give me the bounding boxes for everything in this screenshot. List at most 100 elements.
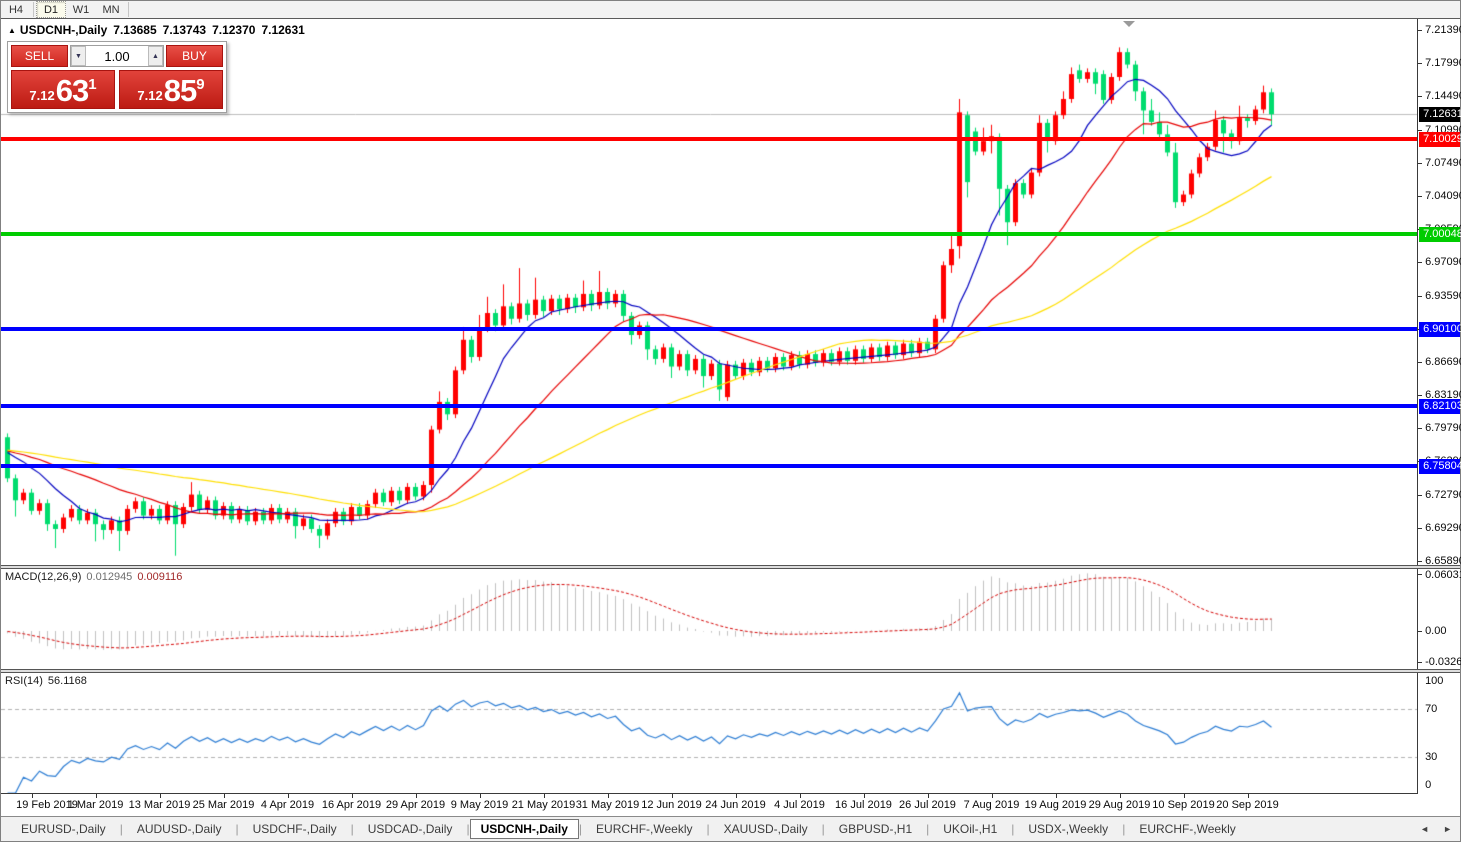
macd-axis: 0.060317 0.00 -0.032648 xyxy=(1418,569,1461,669)
volume-increase-button[interactable]: ▲ xyxy=(148,46,163,66)
tab-separator: | xyxy=(1122,822,1126,836)
symbol-period-label: USDCNH-,Daily xyxy=(19,23,108,37)
rsi-title: RSI(14) xyxy=(5,675,43,687)
price-tick xyxy=(1418,295,1423,297)
time-tick-label: 1 Mar 2019 xyxy=(67,799,124,811)
rsi-tick-label: 0 xyxy=(1425,779,1432,791)
timeframe-button-d1[interactable]: D1 xyxy=(36,1,66,18)
volume-input[interactable]: 1.00 xyxy=(104,48,130,64)
sell-button[interactable]: SELL xyxy=(11,45,68,67)
time-tick-label: 10 Sep 2019 xyxy=(1152,799,1215,811)
time-tick xyxy=(159,794,161,798)
time-tick xyxy=(351,794,353,798)
macd-pane[interactable]: MACD(12,26,9) 0.012945 0.009116 xyxy=(1,569,1419,669)
chart-tab-usdchf-daily[interactable]: USDCHF-,Daily xyxy=(252,822,337,836)
time-axis[interactable]: 19 Feb 2019 1 Mar 2019 13 Mar 2019 25 Mar 2… xyxy=(1,793,1419,818)
volume-decrease-button[interactable]: ▼ xyxy=(71,46,86,66)
sell-price-prefix: 7.12 xyxy=(29,88,55,103)
price-tick xyxy=(1418,427,1423,429)
main-chart-pane[interactable]: ▲ USDCNH-,Daily 7.13685 7.13743 7.12370 7.126… xyxy=(1,19,1419,565)
tab-separator: | xyxy=(235,822,239,836)
buy-price-box[interactable]: 7.12 85 9 xyxy=(119,70,223,109)
sell-price-pip: 1 xyxy=(88,76,97,93)
time-tick-label: 19 Aug 2019 xyxy=(1024,799,1087,811)
chart-shift-marker-icon[interactable] xyxy=(1123,21,1135,27)
price-tick xyxy=(1418,494,1423,496)
price-tick xyxy=(1418,262,1423,264)
price-tick-label: 7.04090 xyxy=(1425,189,1461,202)
toolbar-separator xyxy=(33,2,34,17)
sell-price-box[interactable]: 7.12 63 1 xyxy=(11,70,115,109)
time-tick xyxy=(671,794,673,798)
pane-splitter[interactable] xyxy=(1,669,1460,673)
timeframe-button-mn[interactable]: MN xyxy=(102,3,120,16)
chart-tab-eurchf-weekly[interactable]: EURCHF-,Weekly xyxy=(1139,822,1236,836)
ohlc-close: 7.12631 xyxy=(261,23,305,37)
tab-separator: | xyxy=(466,822,470,836)
price-tick-label: 7.14490 xyxy=(1425,90,1461,103)
rsi-axis: 100 70 30 0 xyxy=(1418,673,1460,793)
chart-tab-xauusd-daily[interactable]: XAUUSD-,Daily xyxy=(723,822,808,836)
ohlc-high: 7.13743 xyxy=(162,23,207,37)
timeframe-button-h4[interactable]: H4 xyxy=(8,3,24,16)
time-tick xyxy=(735,794,737,798)
rsi-pane[interactable]: RSI(14) 56.1168 xyxy=(1,673,1419,793)
timeframe-button-w1[interactable]: W1 xyxy=(72,3,90,16)
tab-separator: | xyxy=(926,822,930,836)
time-tick xyxy=(287,794,289,798)
resistance-line-price-badge: 7.10029 xyxy=(1419,131,1461,147)
price-tick xyxy=(1418,163,1423,165)
collapse-icon[interactable]: ▲ xyxy=(8,26,16,35)
macd-tick-label: 0.060317 xyxy=(1425,569,1461,581)
candlestick-chart-canvas[interactable] xyxy=(1,19,1418,565)
rsi-tick-label: 30 xyxy=(1425,751,1438,763)
chart-tab-gbpusd-h1[interactable]: GBPUSD-,H1 xyxy=(838,822,913,836)
price-tick xyxy=(1418,62,1423,64)
price-tick-label: 6.83190 xyxy=(1425,389,1461,402)
time-tick xyxy=(991,794,993,798)
time-tick-label: 4 Jul 2019 xyxy=(774,799,825,811)
macd-label: MACD(12,26,9) 0.012945 0.009116 xyxy=(5,571,182,583)
chart-tab-eurusd-daily[interactable]: EURUSD-,Daily xyxy=(21,822,106,836)
rsi-chart-canvas[interactable] xyxy=(1,673,1418,793)
time-tick-label: 13 Mar 2019 xyxy=(128,799,191,811)
chart-tab-usdcad-daily[interactable]: USDCAD-,Daily xyxy=(367,822,453,836)
tab-scroll-left-button[interactable]: ◄ xyxy=(1420,824,1430,834)
time-tick-label: 21 May 2019 xyxy=(511,799,576,811)
time-tick-label: 25 Mar 2019 xyxy=(192,799,255,811)
current-price-price-badge: 7.12631 xyxy=(1419,106,1461,122)
time-tick-label: 24 Jun 2019 xyxy=(705,799,766,811)
time-tick-label: 16 Jul 2019 xyxy=(835,799,892,811)
toolbar-separator xyxy=(128,2,129,17)
pane-splitter[interactable] xyxy=(1,565,1460,569)
price-tick xyxy=(1418,395,1423,397)
time-tick-label: 31 May 2019 xyxy=(575,799,640,811)
time-tick-label: 20 Sep 2019 xyxy=(1216,799,1279,811)
chart-tab-ukoil-h1[interactable]: UKOil-,H1 xyxy=(943,822,998,836)
resistance-line[interactable] xyxy=(1,136,1418,141)
support-line[interactable] xyxy=(1,327,1418,332)
one-click-trading-panel: SELL ▼ 1.00 ▲ BUY 7.12 63 1 7.12 85 9 xyxy=(7,41,227,113)
support-line[interactable] xyxy=(1,232,1418,237)
chart-tab-usdx-weekly[interactable]: USDX-,Weekly xyxy=(1028,822,1109,836)
chart-tab-audusd-daily[interactable]: AUDUSD-,Daily xyxy=(136,822,222,836)
price-tick-label: 7.17990 xyxy=(1425,56,1461,69)
time-tick-label: 29 Apr 2019 xyxy=(385,799,446,811)
price-tick-label: 6.65890 xyxy=(1425,554,1461,567)
support-line[interactable] xyxy=(1,403,1418,408)
price-tick-label: 6.97090 xyxy=(1425,256,1461,269)
buy-button[interactable]: BUY xyxy=(166,45,223,67)
chart-tab-eurchf-weekly[interactable]: EURCHF-,Weekly xyxy=(596,822,693,836)
chart-tab-usdcnh-daily[interactable]: USDCNH-,Daily xyxy=(469,819,579,839)
tab-scroll-right-button[interactable]: ► xyxy=(1443,824,1452,834)
macd-chart-canvas[interactable] xyxy=(1,569,1418,669)
tab-separator: | xyxy=(821,822,825,836)
chart-title: ▲ USDCNH-,Daily 7.13685 7.13743 7.12370 7.126… xyxy=(8,23,305,37)
time-tick xyxy=(1247,794,1249,798)
time-tick xyxy=(607,794,609,798)
support-line[interactable] xyxy=(1,463,1418,468)
rsi-tick-label: 100 xyxy=(1425,675,1444,687)
support-line-price-badge: 6.82103 xyxy=(1419,398,1461,414)
price-axis[interactable]: 7.21390 7.17990 7.14490 7.10990 7.07490 7.040… xyxy=(1418,19,1461,567)
